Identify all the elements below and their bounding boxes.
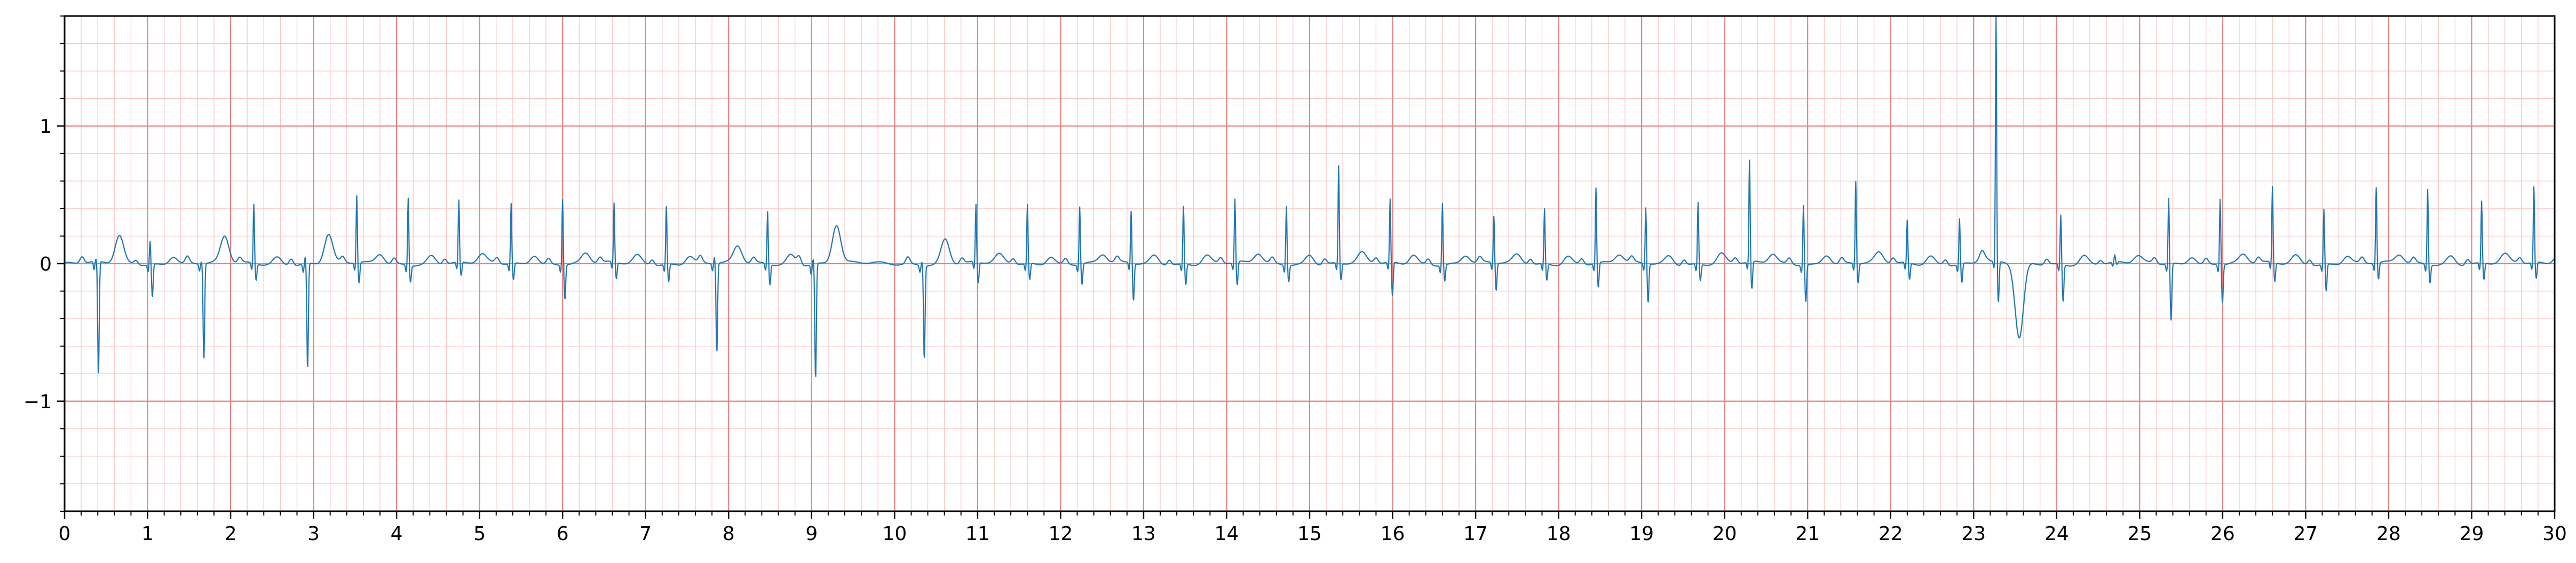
axis-ticks	[57, 15, 2556, 519]
x-tick-labels: 0 1 2 3 4 5 6 7 8 9 10 11 12 13 14 15 16 17 18 19 20 21 22 23 24…	[59, 523, 2567, 545]
x-tick-label: 15	[1297, 523, 1322, 545]
x-tick-label: 29	[2460, 523, 2484, 545]
x-tick-label: 23	[1961, 523, 1986, 545]
x-tick-label: 8	[723, 523, 735, 545]
x-tick-label: 21	[1795, 523, 1820, 545]
x-tick-label: 19	[1629, 523, 1654, 545]
x-tick-label: 11	[965, 523, 990, 545]
x-tick-label: 6	[557, 523, 569, 545]
x-tick-label: 16	[1381, 523, 1405, 545]
y-tick-labels: −1 0 1	[23, 116, 52, 413]
x-tick-label: 25	[2127, 523, 2152, 545]
series-layer	[64, 15, 2555, 377]
x-tick-label: 24	[2044, 523, 2069, 545]
x-tick-label: 27	[2293, 523, 2318, 545]
x-tick-label: 18	[1547, 523, 1571, 545]
ecg-trace-line	[64, 15, 2555, 377]
x-tick-label: 26	[2210, 523, 2235, 545]
x-tick-label: 7	[639, 523, 652, 545]
y-tick-label: 0	[39, 253, 52, 275]
x-tick-label: 1	[141, 523, 154, 545]
x-tick-label: 13	[1131, 523, 1156, 545]
x-tick-label: 12	[1048, 523, 1073, 545]
x-tick-label: 22	[1879, 523, 1903, 545]
x-tick-label: 28	[2376, 523, 2401, 545]
x-tick-label: 17	[1463, 523, 1488, 545]
x-tick-label: 9	[805, 523, 818, 545]
x-tick-label: 3	[307, 523, 320, 545]
x-tick-label: 0	[59, 523, 71, 545]
y-tick-label: 1	[39, 116, 52, 138]
x-tick-label: 5	[473, 523, 486, 545]
x-tick-label: 30	[2542, 523, 2567, 545]
x-tick-label: 14	[1215, 523, 1239, 545]
x-tick-label: 2	[225, 523, 237, 545]
x-tick-label: 10	[882, 523, 907, 545]
y-tick-label: −1	[23, 391, 52, 413]
x-tick-label: 20	[1713, 523, 1737, 545]
x-tick-label: 4	[391, 523, 403, 545]
